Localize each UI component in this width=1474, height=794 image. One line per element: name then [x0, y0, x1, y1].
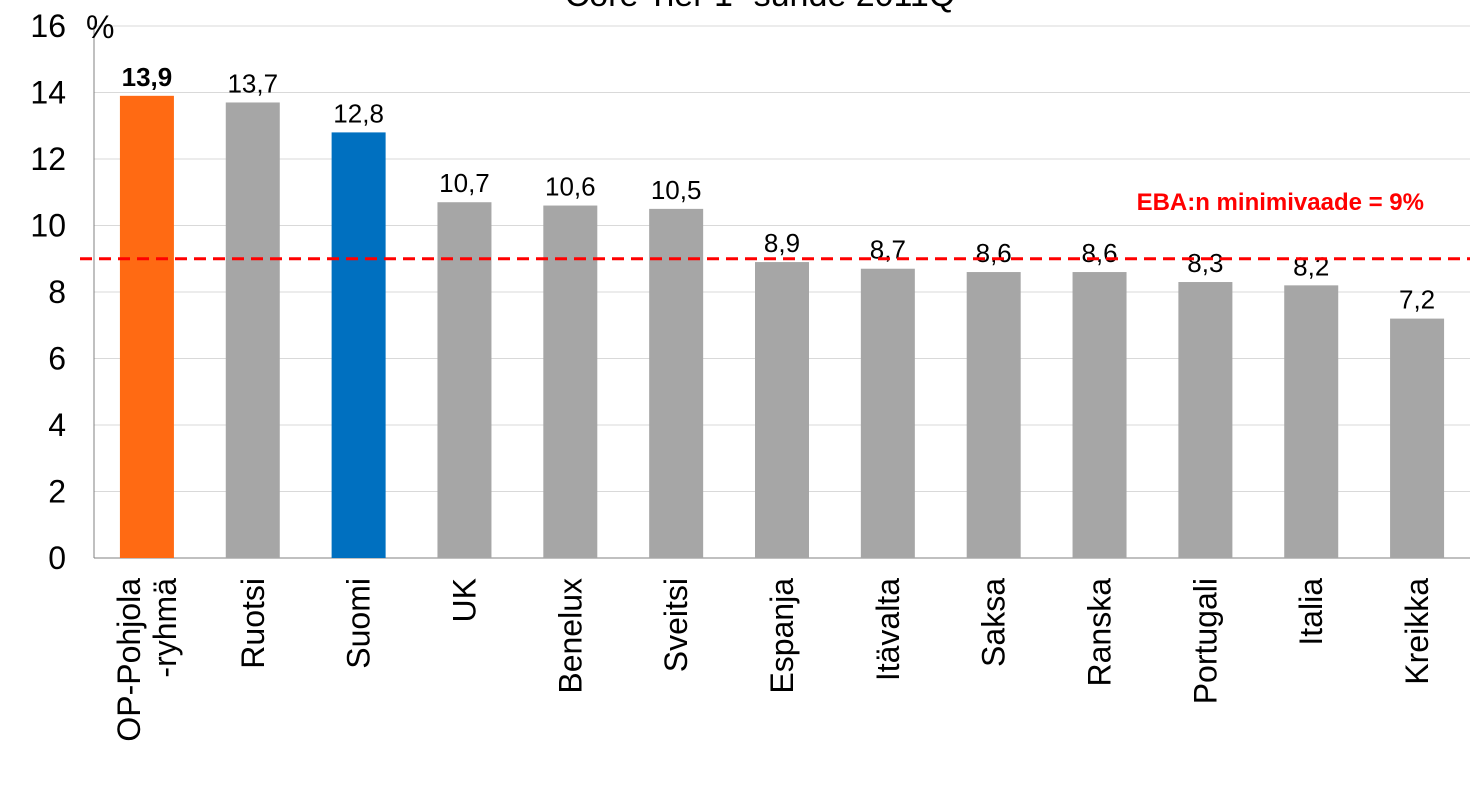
data-label: 10,5	[651, 175, 702, 205]
data-label: 10,7	[439, 168, 490, 198]
data-label: 7,2	[1399, 285, 1435, 315]
threshold: EBA:n minimivaade = 9%	[80, 189, 1470, 261]
category-label: UK	[446, 578, 482, 622]
data-label: 8,9	[764, 228, 800, 258]
category-label: Suomi	[341, 578, 377, 669]
y-tick-label: 8	[48, 274, 66, 310]
category-label-line: -ryhmä	[147, 578, 183, 678]
category-label-line: Italia	[1293, 578, 1329, 646]
bar	[649, 208, 704, 558]
category-label: Italia	[1293, 578, 1329, 646]
category-label: Ruotsi	[235, 578, 271, 669]
data-label: 12,8	[333, 98, 384, 128]
bar	[1072, 272, 1127, 558]
category-label: Portugali	[1187, 578, 1223, 704]
y-tick-label: 12	[30, 141, 66, 177]
y-tick-label: 4	[48, 407, 66, 443]
category-label: OP-Pohjola -ryhmä	[111, 578, 183, 742]
data-label: 13,7	[227, 68, 278, 98]
bar	[860, 268, 915, 558]
x-axis: OP-Pohjola -ryhmä Ruotsi Suomi UK Benelux Svei…	[111, 578, 1435, 742]
data-label: 8,3	[1187, 248, 1223, 278]
bar	[119, 95, 174, 558]
y-tick-label: 14	[30, 75, 66, 111]
y-axis-unit-label: %	[86, 9, 114, 45]
bars	[119, 95, 1445, 559]
y-tick-label: 16	[30, 8, 66, 44]
bar	[331, 132, 386, 558]
category-label: Espanja	[764, 578, 800, 694]
bar	[966, 272, 1021, 558]
data-label: 8,2	[1293, 251, 1329, 281]
category-label-line: Ruotsi	[235, 578, 271, 669]
category-label: Benelux	[552, 578, 588, 694]
category-label: Saksa	[976, 578, 1012, 667]
bar	[543, 205, 598, 559]
bar	[225, 102, 280, 558]
category-label-line: UK	[446, 578, 482, 622]
bar	[437, 202, 492, 558]
bar	[755, 262, 809, 558]
category-label-line: Portugali	[1187, 578, 1223, 704]
threshold-label: EBA:n minimivaade = 9%	[1137, 189, 1424, 216]
category-label: Itävalta	[870, 578, 906, 681]
y-axis: 0 2 4 6 8 10 12 14 16	[30, 8, 1470, 576]
category-label: Sveitsi	[658, 578, 694, 672]
bar	[1284, 285, 1339, 558]
y-tick-label: 0	[48, 540, 66, 576]
category-label-line: Espanja	[764, 578, 800, 694]
data-label: 8,6	[1081, 238, 1117, 268]
data-label: 8,6	[976, 238, 1012, 268]
category-label-line: Ranska	[1082, 578, 1118, 687]
category-label: Kreikka	[1399, 578, 1435, 685]
category-label-line: Sveitsi	[658, 578, 694, 672]
data-labels: 13,9 13,712,810,7 10,6 10,58,9 8,7 8,6 8,6 8,3 8…	[122, 62, 1436, 315]
y-tick-label: 10	[30, 208, 66, 244]
category-label: Ranska	[1082, 578, 1118, 687]
y-tick-label: 6	[48, 341, 66, 377]
bar	[1178, 282, 1233, 558]
category-label-line: Itävalta	[870, 578, 906, 681]
category-label-line: Saksa	[976, 578, 1012, 667]
category-label-line: Benelux	[552, 578, 588, 694]
category-label-line: Suomi	[341, 578, 377, 669]
bar	[1390, 318, 1445, 558]
data-label: 13,9	[122, 62, 173, 92]
y-tick-label: 2	[48, 474, 66, 510]
category-label-line: OP-Pohjola	[111, 578, 147, 742]
category-label-line: Kreikka	[1399, 578, 1435, 685]
chart-title: Core Tier 1 -suhde 2011Q	[565, 0, 956, 14]
data-label: 10,6	[545, 172, 596, 202]
